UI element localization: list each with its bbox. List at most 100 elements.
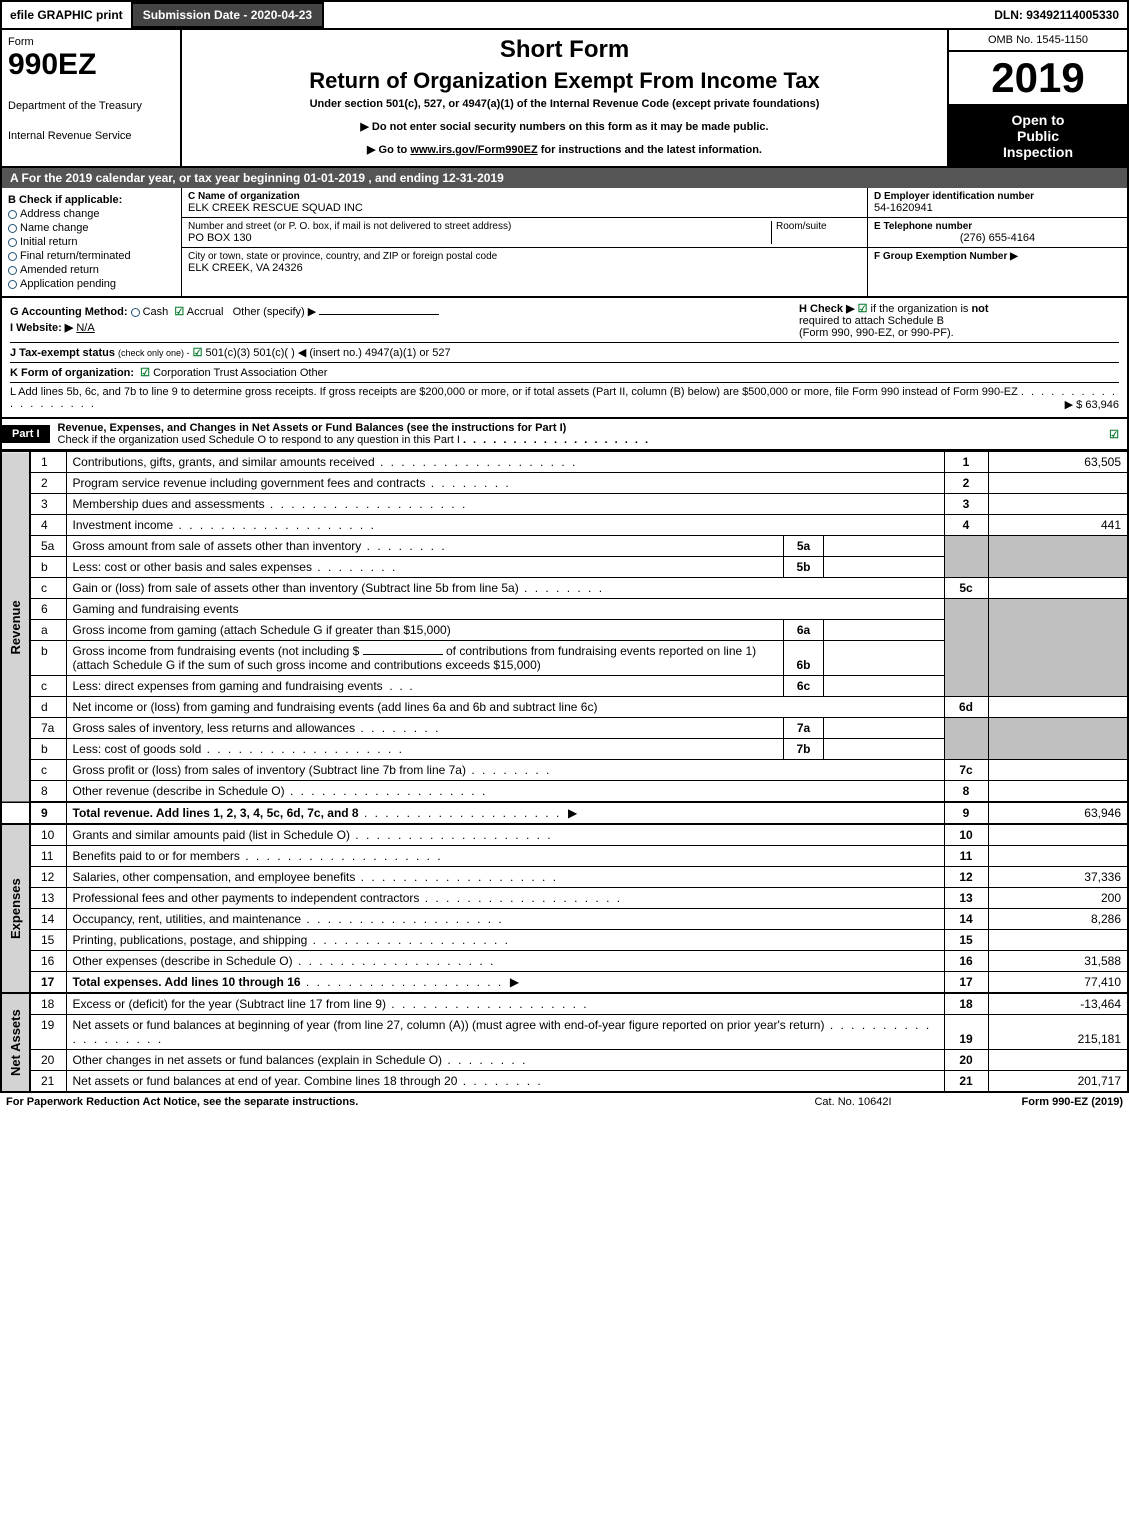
city-label: City or town, state or province, country… (188, 251, 861, 262)
line-amount (988, 494, 1128, 515)
check-icon: ☑ (140, 367, 150, 379)
line-j: J Tax-exempt status (check only one) - ☑… (10, 342, 1119, 359)
opt-initial-return[interactable]: Initial return (8, 236, 175, 248)
page-footer: For Paperwork Reduction Act Notice, see … (0, 1093, 1129, 1111)
line-text: Printing, publications, postage, and shi… (66, 930, 944, 951)
line-col: 8 (944, 781, 988, 803)
table-row: 16 Other expenses (describe in Schedule … (1, 951, 1128, 972)
sub-value (824, 641, 944, 675)
side-netassets: Net Assets (1, 993, 30, 1092)
top-bar: efile GRAPHIC print Submission Date - 20… (0, 0, 1129, 28)
line-num: 4 (30, 515, 66, 536)
section-b: B Check if applicable: Address change Na… (2, 188, 182, 296)
org-name-label: C Name of organization (188, 191, 861, 202)
opt-address-change[interactable]: Address change (8, 208, 175, 220)
opt-final-return[interactable]: Final return/terminated (8, 250, 175, 262)
subtitle: Under section 501(c), 527, or 4947(a)(1)… (188, 98, 941, 110)
line-text: Occupancy, rent, utilities, and maintena… (66, 909, 944, 930)
line-amount: 215,181 (988, 1015, 1128, 1050)
shaded-cell (988, 599, 1128, 697)
line-num: 6 (30, 599, 66, 620)
website-value: N/A (76, 322, 94, 334)
line-col: 6d (944, 697, 988, 718)
efile-label[interactable]: efile GRAPHIC print (2, 4, 131, 26)
line-text: Total expenses. Add lines 10 through 16 … (66, 972, 944, 994)
inspection-box: Open to Public Inspection (949, 104, 1127, 166)
schedule-o-check[interactable]: ☑ (1109, 428, 1127, 441)
circle-icon (8, 280, 17, 289)
line-text: Excess or (deficit) for the year (Subtra… (66, 993, 944, 1015)
line-num: 19 (30, 1015, 66, 1050)
part1-check-text: Check if the organization used Schedule … (58, 434, 460, 446)
line-amount: 37,336 (988, 867, 1128, 888)
line-amount: 200 (988, 888, 1128, 909)
irs-link[interactable]: www.irs.gov/Form990EZ (410, 144, 537, 156)
table-row: 21 Net assets or fund balances at end of… (1, 1071, 1128, 1093)
dept-treasury: Department of the Treasury (8, 100, 174, 112)
sub-value (824, 536, 944, 556)
line-amount (988, 697, 1128, 718)
table-row: 9 Total revenue. Add lines 1, 2, 3, 4, 5… (1, 802, 1128, 824)
opt-name-change[interactable]: Name change (8, 222, 175, 234)
sub-label: 6b (784, 641, 824, 675)
tax-year: 2019 (949, 52, 1127, 104)
line-col: 7c (944, 760, 988, 781)
header-left: Form 990EZ Department of the Treasury In… (2, 30, 182, 166)
contrib-input[interactable] (363, 654, 443, 655)
sub-label: 7b (784, 739, 824, 759)
g-label: G Accounting Method: (10, 306, 128, 318)
instr-ssn: ▶ Do not enter social security numbers o… (188, 120, 941, 133)
footer-right: Form 990-EZ (2019) (943, 1096, 1123, 1108)
line-num: 21 (30, 1071, 66, 1093)
group-label: F Group Exemption Number ▶ (874, 251, 1121, 262)
footer-center: Cat. No. 10642I (763, 1096, 943, 1108)
h-not: not (971, 303, 988, 315)
shaded-cell (988, 536, 1128, 578)
line-num: 10 (30, 824, 66, 846)
line-amount (988, 1050, 1128, 1071)
table-row: Revenue 1 Contributions, gifts, grants, … (1, 452, 1128, 473)
tax-period: A For the 2019 calendar year, or tax yea… (0, 168, 1129, 188)
g-other-input[interactable] (319, 314, 439, 315)
line-text: Investment income (66, 515, 944, 536)
sub-value (824, 718, 944, 738)
line-num: 1 (30, 452, 66, 473)
line-i: I Website: ▶ N/A (10, 321, 799, 334)
line-text: Less: cost or other basis and sales expe… (66, 557, 944, 578)
circle-icon (8, 210, 17, 219)
line-text: Less: cost of goods sold 7b (66, 739, 944, 760)
table-row: 4 Investment income 4 441 (1, 515, 1128, 536)
side-expenses: Expenses (1, 824, 30, 993)
line-num: 18 (30, 993, 66, 1015)
org-address: PO BOX 130 (188, 232, 771, 244)
line-num: 8 (30, 781, 66, 803)
shaded-cell (944, 599, 988, 697)
sub-label: 5a (784, 536, 824, 556)
line-col: 16 (944, 951, 988, 972)
table-row: 13 Professional fees and other payments … (1, 888, 1128, 909)
org-addr-row: Number and street (or P. O. box, if mail… (182, 218, 867, 248)
shaded-cell (944, 718, 988, 760)
omb-number: OMB No. 1545-1150 (949, 30, 1127, 52)
ein-row: D Employer identification number 54-1620… (868, 188, 1127, 218)
org-city-row: City or town, state or province, country… (182, 248, 867, 277)
line-num: a (30, 620, 66, 641)
line-text: Less: direct expenses from gaming and fu… (66, 676, 944, 697)
opt-application-pending[interactable]: Application pending (8, 278, 175, 290)
g-cash: Cash (143, 306, 169, 318)
line-col: 18 (944, 993, 988, 1015)
circle-icon (8, 252, 17, 261)
table-row: 17 Total expenses. Add lines 10 through … (1, 972, 1128, 994)
table-row: Net Assets 18 Excess or (deficit) for th… (1, 993, 1128, 1015)
line-col: 1 (944, 452, 988, 473)
shaded-cell (944, 536, 988, 578)
sub-value (824, 620, 944, 640)
opt-amended-return[interactable]: Amended return (8, 264, 175, 276)
circle-icon[interactable] (131, 308, 140, 317)
line-num: 2 (30, 473, 66, 494)
section-def: D Employer identification number 54-1620… (867, 188, 1127, 296)
table-row: c Gross profit or (loss) from sales of i… (1, 760, 1128, 781)
side-blank (1, 802, 30, 824)
line-amount (988, 760, 1128, 781)
line-text: Gaming and fundraising events (66, 599, 944, 620)
